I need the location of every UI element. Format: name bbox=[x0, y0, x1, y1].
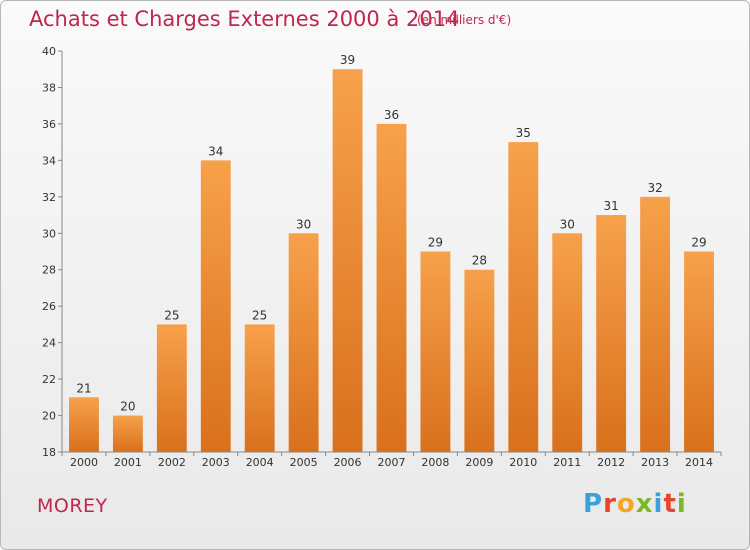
y-tick-label: 20 bbox=[42, 410, 56, 423]
data-label: 20 bbox=[120, 400, 135, 414]
data-label: 32 bbox=[647, 181, 662, 195]
data-label: 30 bbox=[560, 217, 575, 231]
bar-2000 bbox=[69, 397, 99, 452]
y-tick-label: 30 bbox=[42, 227, 56, 240]
x-tick-label: 2008 bbox=[421, 456, 449, 469]
logo-letter: r bbox=[603, 489, 617, 519]
x-tick-label: 2003 bbox=[202, 456, 230, 469]
chart-title: Achats et Charges Externes 2000 à 2014 bbox=[29, 7, 460, 31]
bar-2006 bbox=[332, 69, 363, 453]
x-tick-label: 2002 bbox=[158, 456, 186, 469]
data-label: 31 bbox=[604, 199, 619, 213]
y-tick-label: 32 bbox=[42, 191, 56, 204]
y-tick-label: 18 bbox=[42, 446, 56, 459]
bar-2008 bbox=[420, 251, 451, 452]
chart-subtitle: (en milliers d'€) bbox=[417, 13, 512, 27]
data-label: 29 bbox=[428, 236, 443, 250]
bar-2005 bbox=[288, 233, 319, 452]
y-tick-label: 28 bbox=[42, 264, 56, 277]
data-label: 30 bbox=[296, 217, 311, 231]
data-label: 28 bbox=[472, 254, 487, 268]
bar-2014 bbox=[684, 251, 714, 452]
x-tick-label: 2013 bbox=[641, 456, 669, 469]
logo-letter: i bbox=[653, 489, 664, 519]
bar-2001 bbox=[112, 415, 143, 452]
y-tick-label: 22 bbox=[42, 373, 56, 386]
x-tick-label: 2012 bbox=[597, 456, 625, 469]
x-tick-label: 2005 bbox=[290, 456, 318, 469]
data-label: 21 bbox=[76, 381, 91, 395]
bar-2010 bbox=[508, 142, 539, 453]
x-tick-label: 2007 bbox=[378, 456, 406, 469]
logo-letter: o bbox=[616, 489, 636, 519]
data-label: 25 bbox=[252, 308, 267, 322]
y-tick-label: 38 bbox=[42, 81, 56, 94]
x-tick-label: 2000 bbox=[70, 456, 98, 469]
bar-2009 bbox=[464, 269, 495, 452]
x-tick-label: 2011 bbox=[553, 456, 581, 469]
y-tick-label: 34 bbox=[42, 154, 56, 167]
x-tick-label: 2006 bbox=[334, 456, 362, 469]
y-tick-label: 26 bbox=[42, 300, 56, 313]
bar-2011 bbox=[552, 233, 583, 452]
x-tick-label: 2010 bbox=[509, 456, 537, 469]
bar-2003 bbox=[200, 160, 231, 452]
logo-letter: P bbox=[583, 489, 604, 519]
data-label: 39 bbox=[340, 53, 355, 67]
bar-2013 bbox=[640, 196, 671, 452]
x-tick-label: 2001 bbox=[114, 456, 142, 469]
data-label: 25 bbox=[164, 308, 179, 322]
x-tick-label: 2004 bbox=[246, 456, 274, 469]
data-label: 34 bbox=[208, 144, 223, 158]
proxiti-logo: Proxiti bbox=[583, 489, 687, 519]
bar-2002 bbox=[156, 324, 187, 452]
data-label: 36 bbox=[384, 108, 399, 122]
y-tick-label: 40 bbox=[42, 45, 56, 58]
bar-2004 bbox=[244, 324, 275, 452]
data-label: 29 bbox=[691, 236, 706, 250]
logo-letter: t bbox=[663, 489, 677, 519]
logo-letter: i bbox=[676, 489, 687, 519]
bar-2012 bbox=[596, 215, 627, 452]
y-tick-label: 36 bbox=[42, 118, 56, 131]
x-tick-label: 2014 bbox=[685, 456, 713, 469]
logo-letter: x bbox=[635, 489, 654, 519]
x-tick-label: 2009 bbox=[465, 456, 493, 469]
y-tick-label: 24 bbox=[42, 337, 56, 350]
data-label: 35 bbox=[516, 126, 531, 140]
commune-name: MOREY bbox=[37, 495, 108, 517]
bar-2007 bbox=[376, 123, 407, 452]
